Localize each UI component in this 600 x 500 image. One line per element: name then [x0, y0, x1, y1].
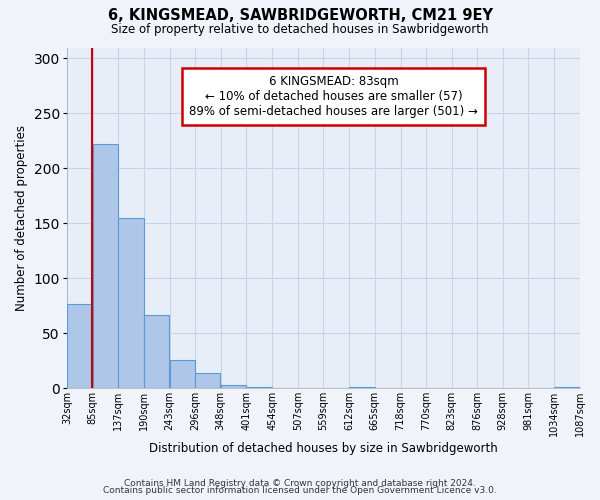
Bar: [554, 387, 580, 388]
Text: Size of property relative to detached houses in Sawbridgeworth: Size of property relative to detached ho…: [111, 22, 489, 36]
Text: 6 KINGSMEAD: 83sqm
← 10% of detached houses are smaller (57)
89% of semi-detache: 6 KINGSMEAD: 83sqm ← 10% of detached hou…: [189, 75, 478, 118]
Bar: [221, 385, 246, 388]
Text: 6, KINGSMEAD, SAWBRIDGEWORTH, CM21 9EY: 6, KINGSMEAD, SAWBRIDGEWORTH, CM21 9EY: [107, 8, 493, 22]
Bar: [67, 304, 92, 388]
Bar: [118, 218, 143, 388]
Bar: [247, 387, 272, 388]
Bar: [196, 373, 220, 388]
Y-axis label: Number of detached properties: Number of detached properties: [15, 125, 28, 311]
Text: Contains public sector information licensed under the Open Government Licence v3: Contains public sector information licen…: [103, 486, 497, 495]
Text: Contains HM Land Registry data © Crown copyright and database right 2024.: Contains HM Land Registry data © Crown c…: [124, 478, 476, 488]
Bar: [93, 144, 118, 388]
Bar: [349, 387, 374, 388]
X-axis label: Distribution of detached houses by size in Sawbridgeworth: Distribution of detached houses by size …: [149, 442, 498, 455]
Bar: [144, 314, 169, 388]
Bar: [170, 360, 195, 388]
